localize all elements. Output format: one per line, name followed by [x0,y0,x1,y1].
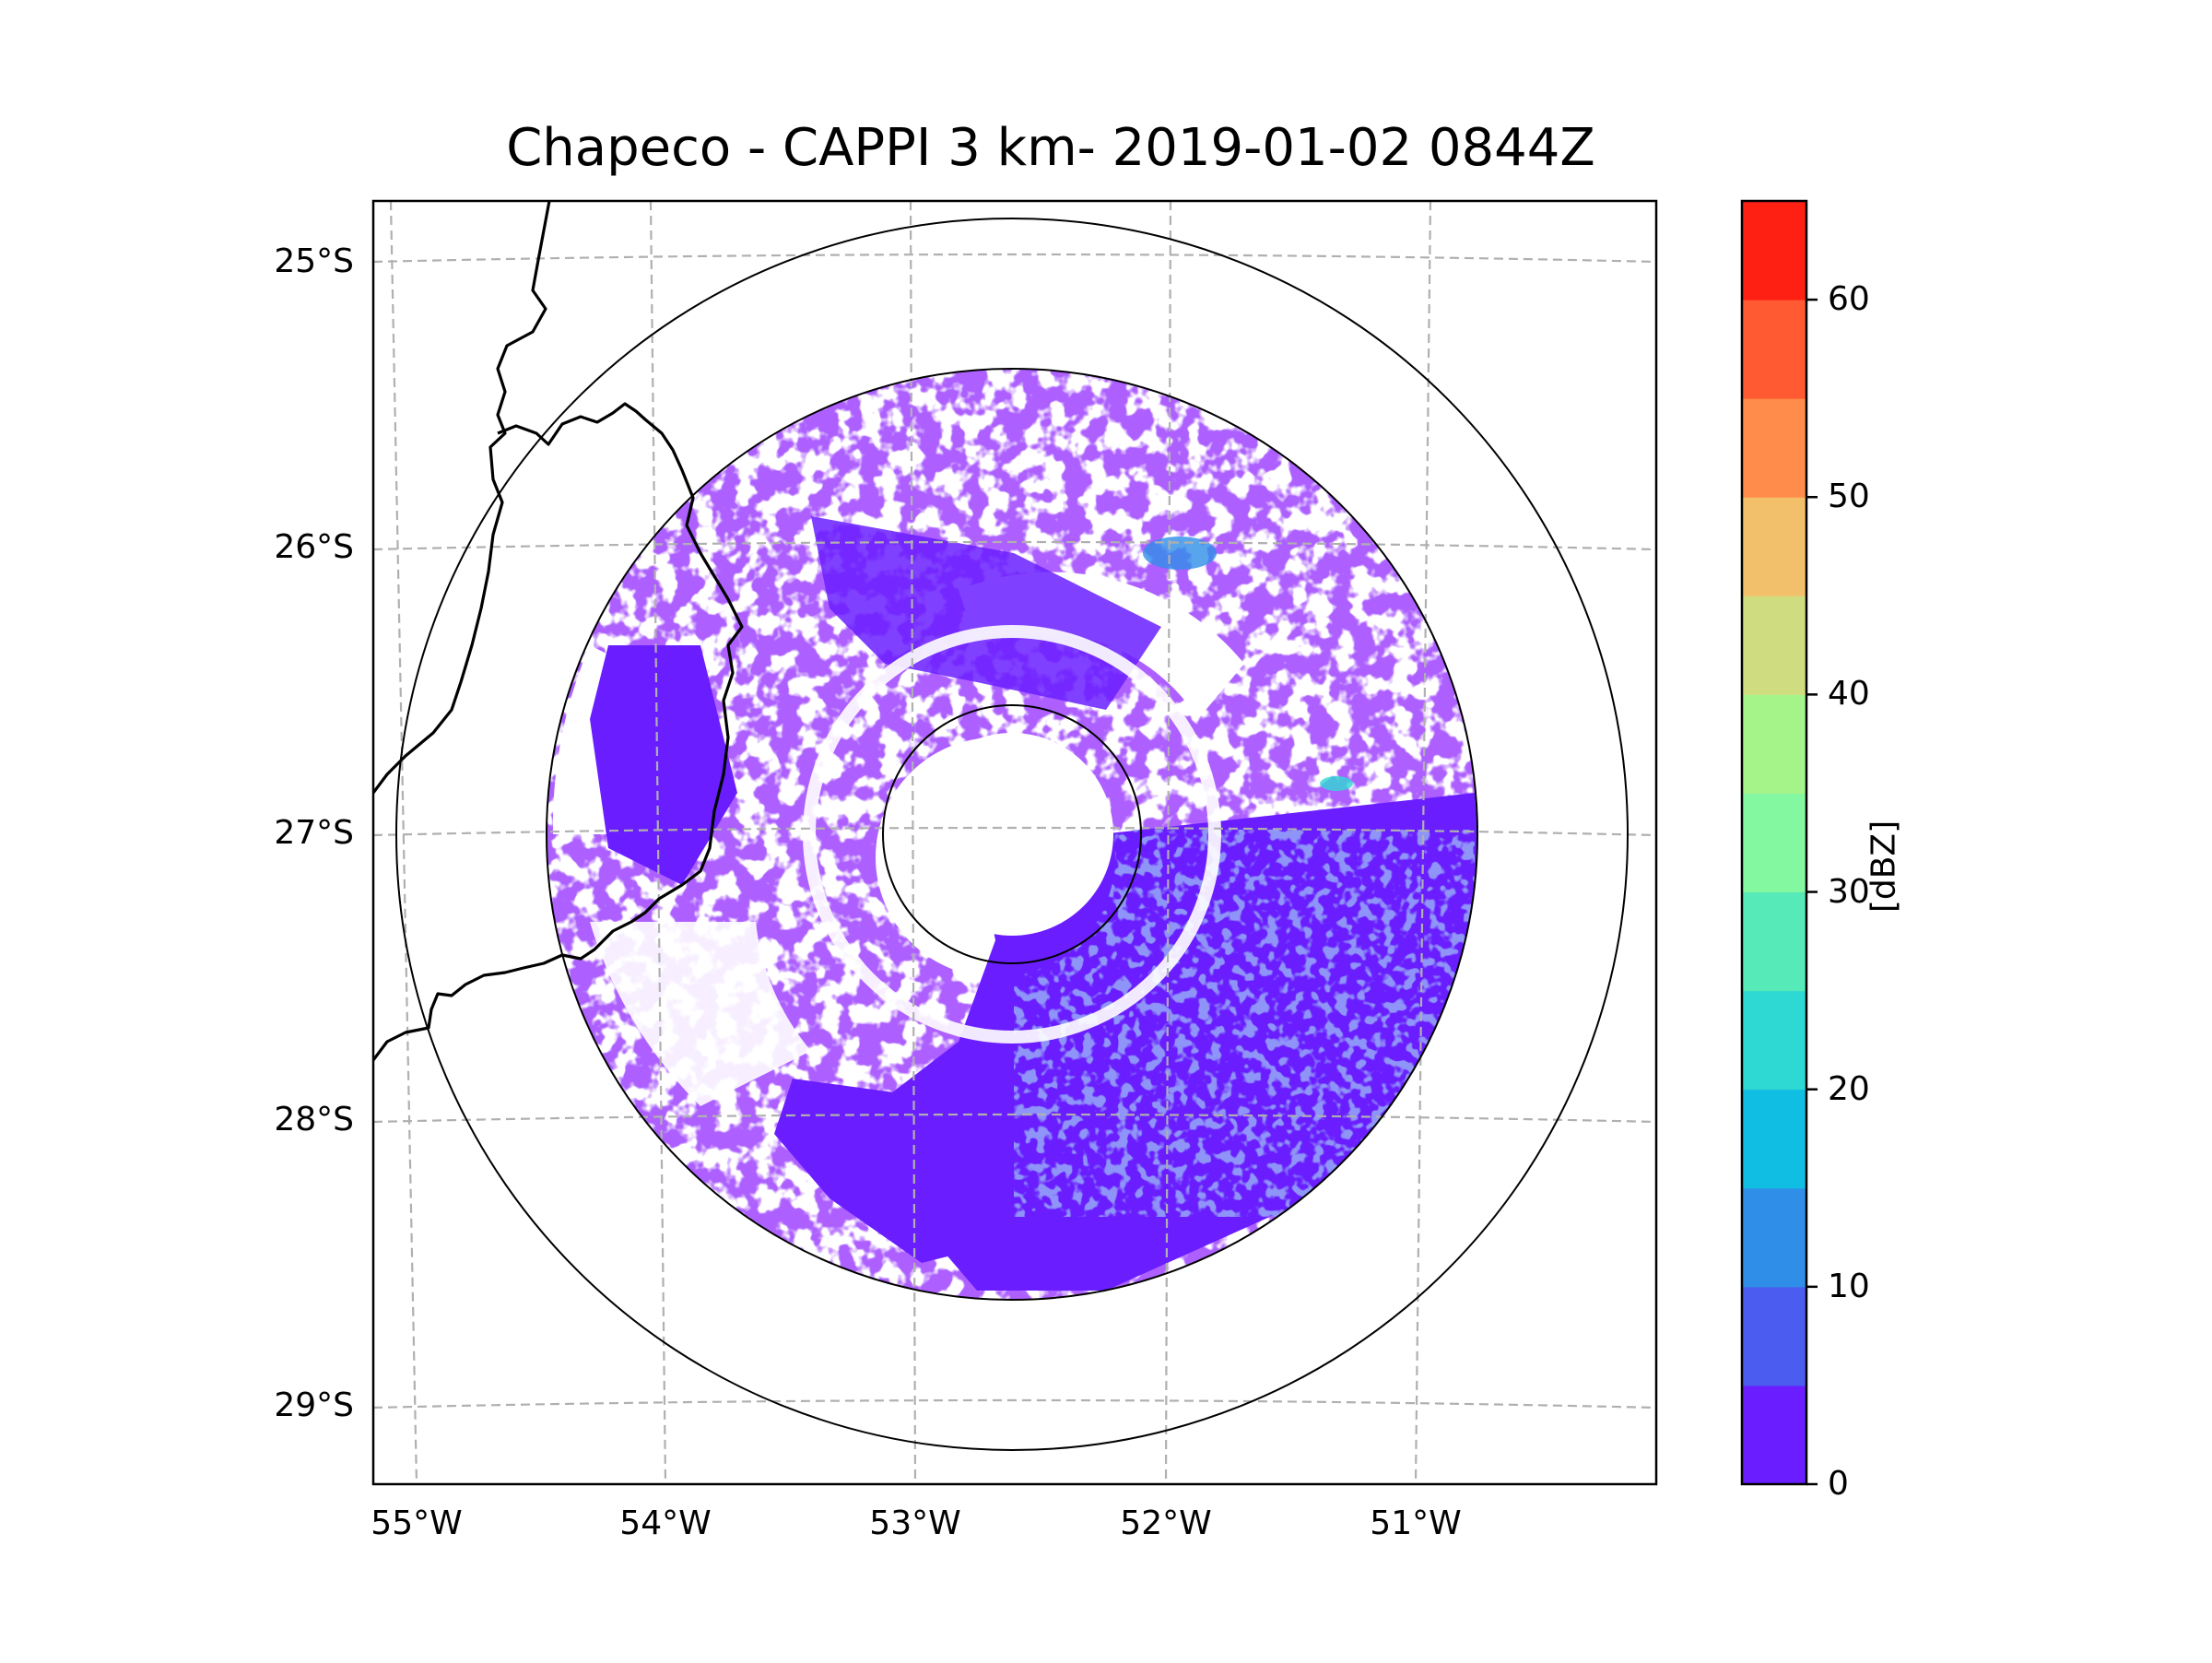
echo-cell-east [1320,776,1353,791]
graticule-lon-54 [649,201,667,1484]
lon-tick-label: 55°W [371,1504,463,1542]
graticule-lon-52 [1164,201,1172,1484]
colorbar-band [1742,891,1806,992]
chart-title: Chapeco - CAPPI 3 km- 2019-01-02 0844Z [506,118,1595,178]
echo-region-west [590,645,737,885]
colorbar-band [1742,1286,1806,1386]
colorbar-tick-label: 60 [1828,280,1870,319]
lat-tick-label: 26°S [274,528,354,566]
colorbar-tick-label: 0 [1828,1465,1849,1503]
lon-tick-label: 52°W [1120,1504,1212,1542]
echo-cell-north [1143,537,1217,570]
colorbar-band [1742,793,1806,893]
colorbar-band [1742,497,1806,596]
colorbar-band [1742,201,1806,301]
colorbar-tick-label: 30 [1828,872,1870,911]
lon-tick-label: 51°W [1370,1504,1462,1542]
border-argentina-north [373,402,744,1061]
radar-echo-layer [396,218,1628,1450]
colorbar-tick-marks [1806,298,1818,1486]
graticule-lat-25 [373,253,1656,264]
colorbar-band [1742,596,1806,695]
graticule-lat-28 [373,1113,1656,1124]
colorbar-band [1742,398,1806,498]
colorbar-tick-label: 10 [1828,1267,1870,1305]
axes-border [371,199,1658,1486]
colorbar-band [1742,1385,1806,1485]
colorbar-tick-label: 20 [1828,1069,1870,1108]
graticule-lon-53 [909,201,917,1484]
range-ring-inner [882,704,1142,964]
range-ring-middle [546,368,1478,1301]
graticule-lat-29 [373,1398,1656,1409]
graticule-lat-27 [373,826,1656,837]
echo-region-south [774,1079,1069,1263]
graticule-lon-51 [1414,201,1432,1484]
lon-tick-label: 53°W [869,1504,961,1542]
radar-range-ring-icon [395,218,1629,1451]
graticule [373,201,1656,1484]
colorbar-band [1742,694,1806,794]
radar-center-clear [911,733,1113,936]
colorbar-label: [dBZ] [1865,820,1903,914]
colorbar-band [1742,300,1806,399]
state-border-icon [373,201,744,1061]
colorbar-band [1742,1187,1806,1288]
colorbar-band [1742,990,1806,1091]
colorbar-tick-label: 40 [1828,675,1870,714]
border-west [373,201,551,794]
colorbar-frame [1740,199,1808,1486]
lat-tick-label: 29°S [274,1386,354,1424]
lat-tick-label: 27°S [274,814,354,852]
colorbar-band [1742,1089,1806,1189]
lat-tick-label: 28°S [274,1101,354,1138]
lat-tick-label: 25°S [274,242,354,280]
colorbar-tick-label: 50 [1828,478,1870,516]
range-ring-outer [395,218,1629,1451]
graticule-lat-26 [373,540,1656,551]
colorbar [1742,201,1806,1485]
graticule-lon-55 [389,201,418,1484]
lon-tick-label: 54°W [619,1504,712,1542]
